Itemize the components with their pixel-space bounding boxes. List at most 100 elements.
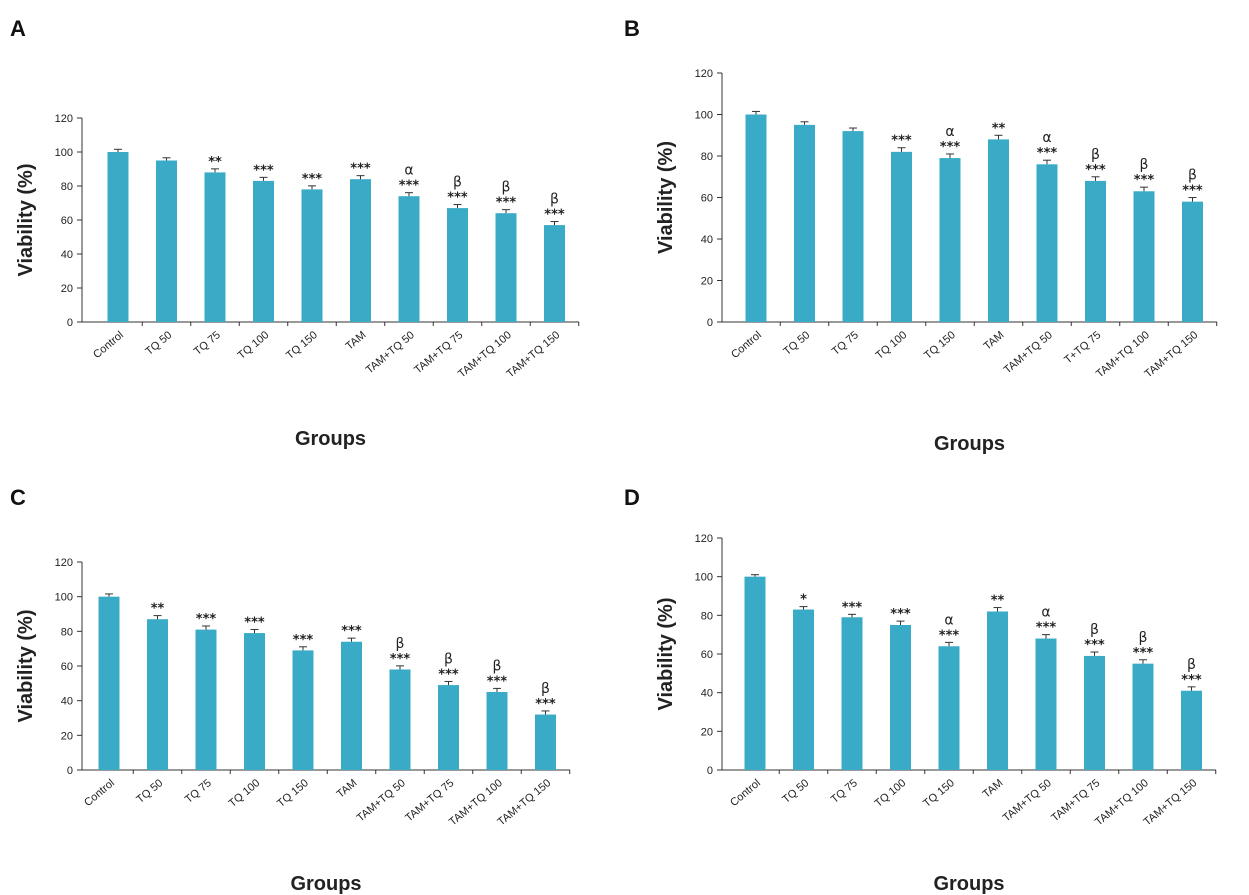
bar: [544, 225, 565, 322]
significance-marker: ***: [447, 191, 468, 206]
y-tick-label: 100: [55, 592, 73, 604]
category-label: TAM+TQ 50: [355, 777, 408, 824]
category-label: TQ 100: [236, 329, 272, 362]
y-tick-label: 40: [701, 234, 713, 246]
category-label: TQ 100: [874, 329, 910, 362]
y-tick-label: 100: [695, 572, 713, 584]
x-axis-label: Groups: [934, 433, 1005, 455]
category-label: TQ 75: [183, 777, 214, 806]
group-annotation: β: [1091, 147, 1100, 163]
significance-marker: ***: [244, 615, 265, 630]
bar: [890, 625, 911, 770]
group-annotation: β: [1140, 157, 1149, 173]
bar: [1084, 655, 1105, 770]
significance-marker: ***: [302, 172, 323, 187]
y-tick-label: 40: [701, 688, 713, 700]
bar: [204, 172, 226, 322]
category-label: TQ 100: [227, 777, 263, 810]
significance-marker: ***: [350, 162, 371, 177]
category-label: TQ 150: [922, 329, 958, 362]
y-tick-label: 120: [55, 113, 73, 125]
significance-marker: ***: [1085, 163, 1106, 178]
y-tick-label: 0: [67, 317, 73, 329]
group-annotation: α: [944, 612, 953, 628]
y-tick-label: 20: [701, 276, 713, 288]
y-tick-label: 0: [67, 765, 73, 777]
chart-d: D 0 20 40 60 80 100 120 Viability (%) Groups Contr…: [624, 485, 1217, 895]
group-annotation: β: [1090, 622, 1099, 638]
category-label: TQ 75: [829, 777, 860, 806]
category-label: TAM+TQ 150: [496, 777, 554, 828]
y-tick-label: 60: [701, 193, 713, 205]
significance-marker: ***: [1134, 173, 1155, 188]
y-tick-label: 60: [701, 649, 713, 661]
y-tick-label: 80: [61, 626, 73, 638]
significance-marker: ***: [496, 196, 517, 211]
significance-marker: ***: [438, 667, 459, 682]
group-annotation: α: [404, 163, 413, 179]
bar: [147, 619, 168, 770]
significance-marker: **: [992, 121, 1006, 136]
significance-marker: *: [800, 593, 807, 608]
x-axis-label: Groups: [933, 873, 1004, 895]
bar: [1035, 638, 1057, 770]
bar: [987, 611, 1008, 770]
panel-letter: A: [10, 16, 26, 41]
significance-marker: ***: [939, 628, 960, 643]
bar: [1085, 180, 1106, 322]
category-label: Control: [729, 329, 764, 361]
bar: [341, 641, 362, 770]
category-label: Control: [91, 329, 126, 361]
significance-marker: ***: [1133, 646, 1154, 661]
bar: [389, 669, 411, 770]
panel-letter: C: [10, 485, 26, 510]
group-annotation: α: [945, 124, 954, 140]
y-tick-label: 40: [61, 696, 73, 708]
bar: [1133, 191, 1155, 322]
chart-a: A 0 20 40 60 80 100 120 Viability (%) Groups Contr…: [10, 16, 580, 450]
bar: [891, 151, 912, 322]
panel-a: A 0 20 40 60 80 100 120 Viability (%) Groups Contr…: [0, 0, 620, 458]
bar: [745, 114, 767, 322]
bar: [156, 160, 177, 322]
category-label: TAM: [981, 777, 1006, 801]
category-label: TQ 50: [134, 777, 165, 806]
category-label: TAM+TQ 50: [364, 329, 417, 376]
category-label: TAM: [344, 329, 369, 353]
group-annotation: α: [1042, 130, 1051, 146]
significance-marker: ***: [487, 674, 508, 689]
significance-marker: **: [151, 602, 165, 617]
group-annotation: β: [550, 192, 559, 208]
bar: [107, 152, 129, 322]
category-label: Control: [728, 777, 763, 809]
significance-marker: ***: [1036, 621, 1057, 636]
chart-c: C 0 20 40 60 80 100 120 Viability (%) Groups Contr…: [10, 485, 571, 895]
panel-d: D 0 20 40 60 80 100 120 Viability (%) Groups Contr…: [620, 458, 1249, 895]
bar: [495, 213, 517, 322]
category-label: TQ 150: [921, 777, 957, 810]
y-tick-label: 80: [701, 151, 713, 163]
y-tick-label: 20: [61, 730, 73, 742]
bar: [438, 685, 459, 770]
significance-marker: **: [991, 594, 1005, 609]
y-tick-label: 120: [55, 557, 73, 569]
x-axis-label: Groups: [295, 428, 366, 450]
significance-marker: ***: [293, 633, 314, 648]
bar: [938, 646, 960, 770]
group-annotation: β: [444, 651, 453, 667]
category-label: TAM+TQ 50: [1001, 777, 1054, 824]
y-tick-label: 20: [701, 726, 713, 738]
significance-marker: ***: [842, 600, 863, 615]
bar: [793, 609, 814, 770]
category-label: TAM+TQ 150: [1143, 329, 1201, 380]
bar: [794, 124, 815, 322]
category-label: T+TQ 75: [1062, 329, 1103, 366]
significance-marker: ***: [1181, 673, 1202, 688]
group-annotation: α: [1041, 605, 1050, 621]
group-annotation: β: [1188, 168, 1197, 184]
y-tick-label: 60: [61, 215, 73, 227]
y-axis-label: Viability (%): [15, 164, 37, 277]
significance-marker: ***: [1084, 638, 1105, 653]
group-annotation: β: [493, 658, 502, 674]
y-tick-label: 100: [695, 110, 713, 122]
